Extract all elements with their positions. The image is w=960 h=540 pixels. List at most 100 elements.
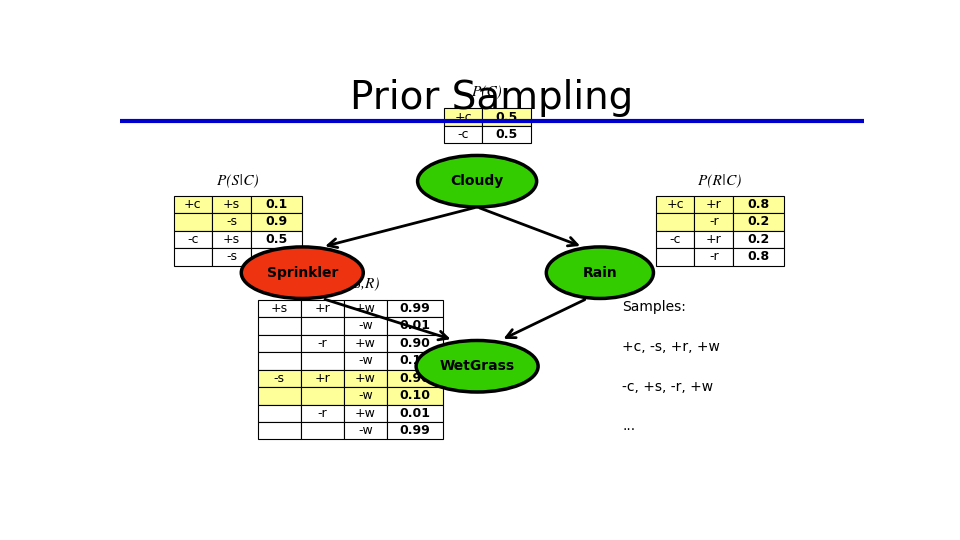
Text: -r: -r [708,251,718,264]
Bar [344,404,387,422]
Bar [387,335,443,352]
Bar [174,231,212,248]
Ellipse shape [418,156,537,207]
Bar [344,335,387,352]
Bar [344,300,387,317]
Bar [174,248,212,266]
Text: +r: +r [315,302,330,315]
Bar [656,196,694,213]
Bar [257,404,300,422]
Text: -w: -w [358,424,372,437]
Bar [344,369,387,387]
Bar [694,213,733,231]
Bar [257,369,300,387]
Text: 0.5: 0.5 [495,111,517,124]
Text: ...: ... [622,420,636,434]
Text: -r: -r [708,215,718,228]
Bar [733,213,783,231]
Text: -w: -w [358,354,372,367]
Bar [212,248,251,266]
Bar [694,248,733,266]
Text: +c, -s, +r, +w: +c, -s, +r, +w [622,340,720,354]
Text: 0.2: 0.2 [747,215,770,228]
Bar [387,369,443,387]
Ellipse shape [416,341,539,392]
Text: 0.5: 0.5 [265,251,287,264]
Text: 0.01: 0.01 [399,407,430,420]
Bar [387,300,443,317]
Bar [300,387,344,404]
Bar [257,387,300,404]
Bar [444,109,482,126]
Text: 0.1: 0.1 [265,198,287,211]
Ellipse shape [546,247,654,299]
Text: 0.5: 0.5 [265,233,287,246]
Text: Prior Sampling: Prior Sampling [350,79,634,117]
Text: +c: +c [666,198,684,211]
Bar [174,196,212,213]
Bar [300,404,344,422]
Text: -c: -c [457,128,468,141]
Text: +c: +c [184,198,202,211]
Text: 0.01: 0.01 [399,320,430,333]
Text: +w: +w [355,407,376,420]
Bar [212,231,251,248]
Ellipse shape [241,247,363,299]
Bar [251,248,301,266]
Text: -s: -s [227,215,237,228]
Bar [387,387,443,404]
Text: 0.90: 0.90 [399,372,430,385]
Text: 0.99: 0.99 [399,302,430,315]
Text: -s: -s [227,251,237,264]
Text: P(R|C): P(R|C) [698,172,741,187]
Bar [257,335,300,352]
Bar [344,352,387,369]
Bar [300,317,344,335]
Bar [344,317,387,335]
Text: +r: +r [315,372,330,385]
Bar [212,213,251,231]
Bar [300,300,344,317]
Text: 0.2: 0.2 [747,233,770,246]
Text: +c: +c [454,111,471,124]
Text: -s: -s [274,372,285,385]
Text: 0.99: 0.99 [399,424,430,437]
Text: 0.9: 0.9 [265,215,287,228]
Text: Samples:: Samples: [622,300,686,314]
Text: 0.8: 0.8 [747,251,769,264]
Bar [174,213,212,231]
Text: 0.8: 0.8 [747,198,769,211]
Bar [300,422,344,440]
Bar [694,231,733,248]
Text: 0.10: 0.10 [399,389,430,402]
Text: +r: +r [706,233,722,246]
Bar [212,196,251,213]
Bar [733,196,783,213]
Text: -w: -w [358,320,372,333]
Text: 0.10: 0.10 [399,354,430,367]
Text: -r: -r [318,337,327,350]
Bar [251,231,301,248]
Bar [257,317,300,335]
Text: -c, +s, -r, +w: -c, +s, -r, +w [622,380,713,394]
Text: P(W|S,R): P(W|S,R) [322,276,379,291]
Bar [257,422,300,440]
Bar [344,422,387,440]
Text: +w: +w [355,372,376,385]
Bar [300,369,344,387]
Bar [656,248,694,266]
Text: -w: -w [358,389,372,402]
Bar [656,213,694,231]
Bar [251,196,301,213]
Text: +s: +s [223,198,240,211]
Bar [387,317,443,335]
Text: WetGrass: WetGrass [440,359,515,373]
Text: -r: -r [318,407,327,420]
Bar [733,231,783,248]
Text: P(S|C): P(S|C) [217,172,258,187]
Text: +w: +w [355,302,376,315]
Bar [387,404,443,422]
Bar [656,231,694,248]
Text: +s: +s [223,233,240,246]
Text: Rain: Rain [583,266,617,280]
